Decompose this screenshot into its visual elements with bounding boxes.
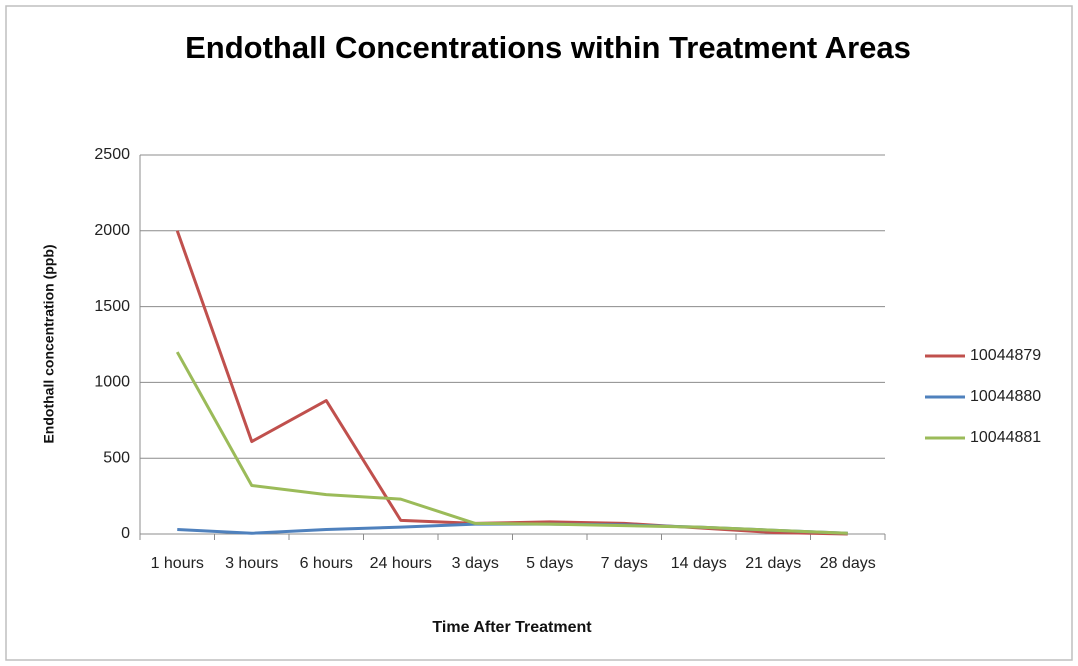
x-tick-label: 24 hours [370,555,432,572]
legend-label: 10044881 [970,429,1041,446]
x-tick-label: 5 days [526,555,573,572]
legend-label: 10044879 [970,347,1041,364]
x-tick-label: 1 hours [151,555,204,572]
legend-label: 10044880 [970,388,1041,405]
y-tick-label: 0 [121,525,130,542]
x-tick-label: 6 hours [300,555,353,572]
y-tick-label: 1500 [94,298,130,315]
y-tick-label: 1000 [94,374,130,391]
series-line [175,351,848,535]
x-tick-label: 28 days [820,555,876,572]
x-tick-label: 14 days [671,555,727,572]
x-tick-label: 21 days [745,555,801,572]
y-tick-label: 500 [103,449,130,466]
chart-title: Endothall Concentrations within Treatmen… [185,30,911,65]
y-tick-label: 2000 [94,222,130,239]
x-tick-label: 7 days [601,555,648,572]
x-axis-title: Time After Treatment [432,619,592,636]
x-tick-label: 3 hours [225,555,278,572]
y-axis-title: Endothall concentration (ppb) [41,244,57,443]
x-tick-label: 3 days [452,555,499,572]
y-tick-label: 2500 [94,146,130,163]
chart-frame [5,5,1073,661]
